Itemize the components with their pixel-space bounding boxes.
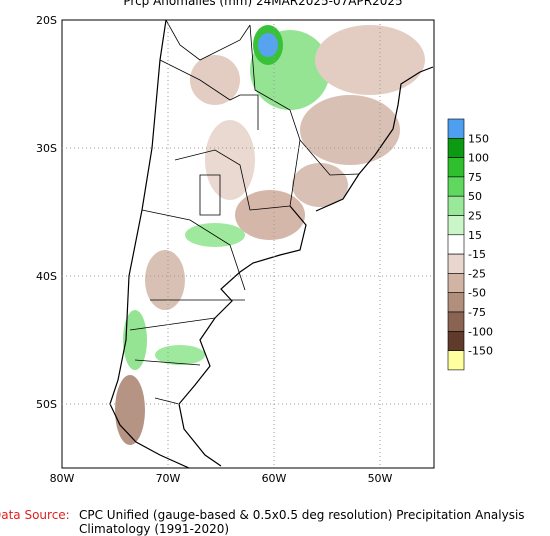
climatology-text: Climatology (1991-2020) xyxy=(79,522,229,536)
map-title: Prcp Anomalies (mm) 24MAR2025-07APR2025 xyxy=(123,0,402,8)
legend-label: 50 xyxy=(468,190,482,203)
legend-label: 25 xyxy=(468,210,482,223)
source-text: CPC Unified (gauge-based & 0.5x0.5 deg r… xyxy=(79,508,525,522)
lon-label: 60W xyxy=(262,472,287,485)
legend-label: -15 xyxy=(468,248,486,261)
legend-label: 100 xyxy=(468,152,489,165)
legend-label: 15 xyxy=(468,229,482,242)
lat-label: 30S xyxy=(36,142,57,155)
legend-label: -50 xyxy=(468,287,486,300)
legend-swatch xyxy=(447,118,465,139)
legend-swatch xyxy=(447,330,465,351)
lon-label: 50W xyxy=(368,472,393,485)
legend-label: -25 xyxy=(468,267,486,280)
legend-swatch xyxy=(447,292,465,313)
legend-swatch xyxy=(447,215,465,236)
graticule xyxy=(62,20,434,468)
legend-swatch xyxy=(447,350,465,371)
legend: 150 100 75 50 25 15 -15 -25 -50 -75 -100 -150 xyxy=(447,118,493,371)
legend-label: -100 xyxy=(468,325,493,338)
legend-swatch xyxy=(447,138,465,158)
legend-swatch xyxy=(447,157,465,178)
legend-label: 150 xyxy=(468,132,489,145)
source-label: Data Source: xyxy=(0,508,70,522)
lat-label: 20S xyxy=(36,14,57,27)
legend-swatch xyxy=(447,273,465,293)
lat-label: 40S xyxy=(36,270,57,283)
legend-swatch xyxy=(447,311,465,332)
legend-swatch xyxy=(447,195,465,216)
legend-label: -150 xyxy=(468,345,493,358)
lat-label: 50S xyxy=(36,398,57,411)
borders xyxy=(129,20,360,405)
lon-label: 80W xyxy=(50,472,75,485)
legend-swatch xyxy=(447,176,465,197)
legend-swatch xyxy=(447,253,465,274)
legend-label: -75 xyxy=(468,306,486,319)
lon-label: 70W xyxy=(156,472,181,485)
legend-label: 75 xyxy=(468,171,482,184)
map-frame xyxy=(61,19,435,469)
map-area xyxy=(62,20,434,468)
legend-swatch xyxy=(447,234,465,255)
coastline xyxy=(109,20,434,468)
